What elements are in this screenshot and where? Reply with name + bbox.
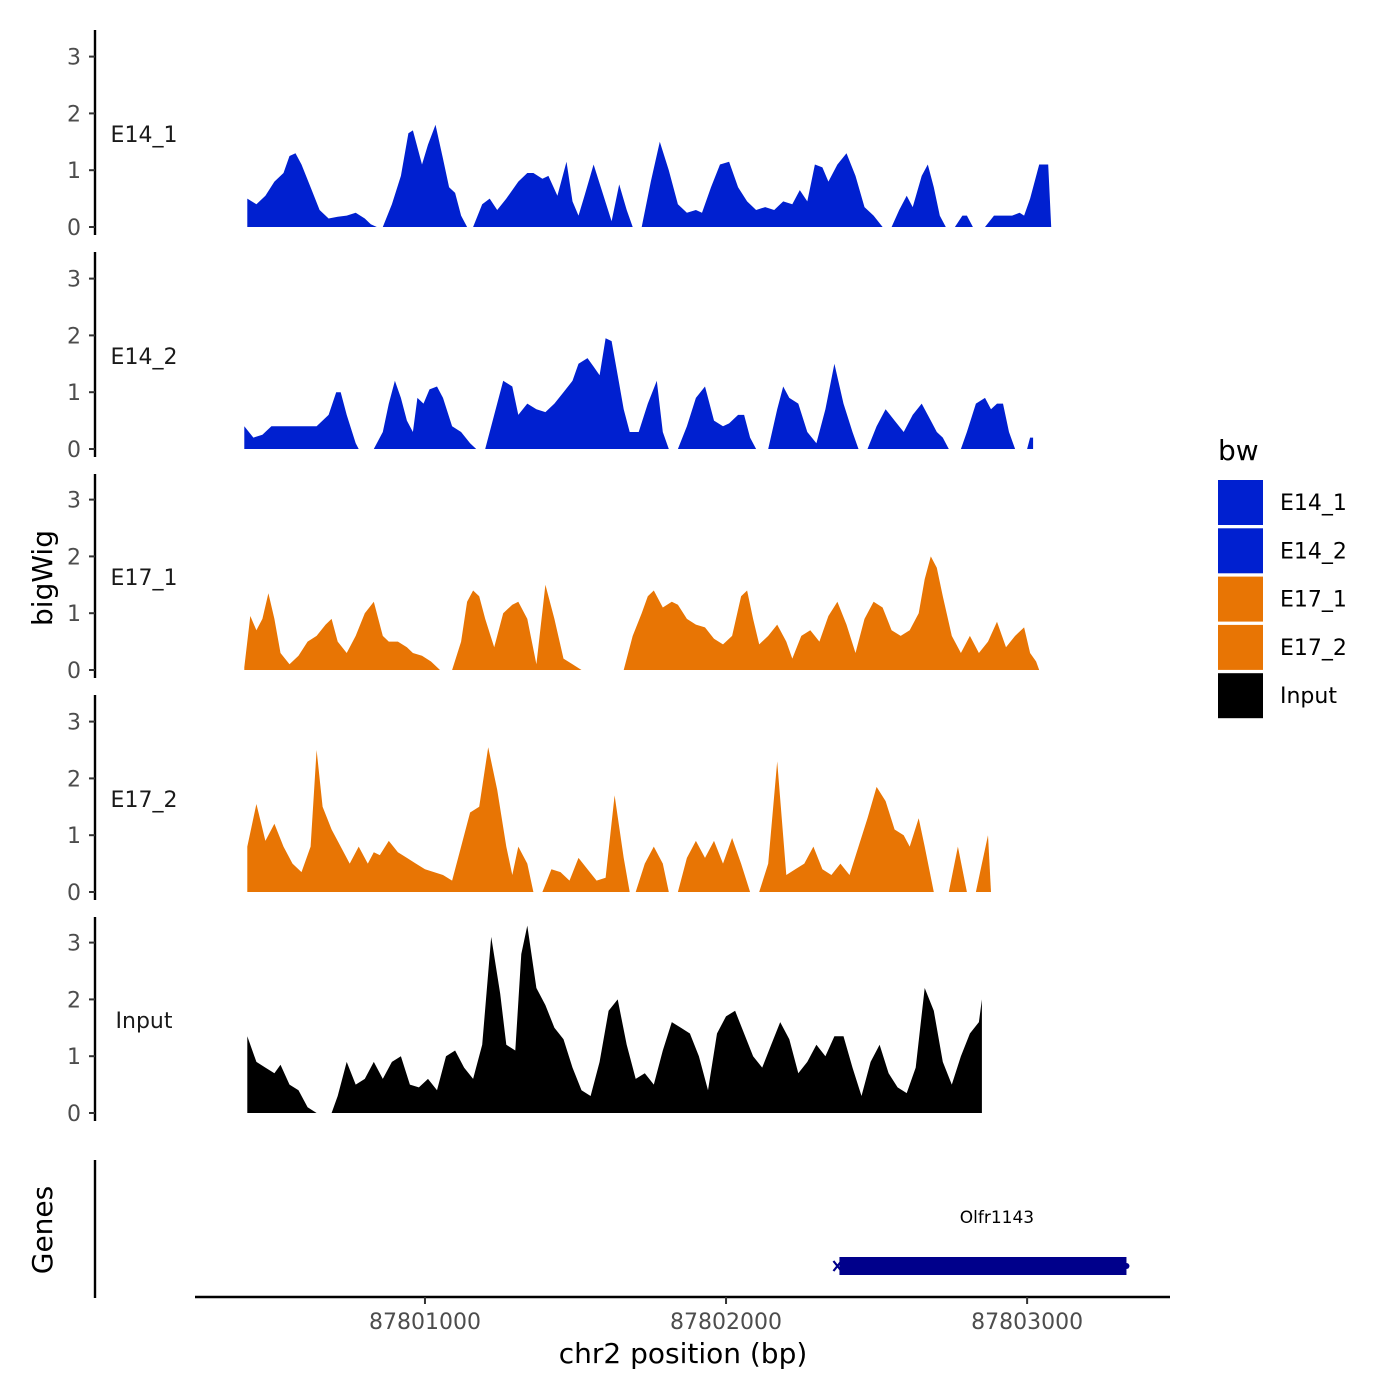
legend-swatch xyxy=(1218,480,1263,525)
y-tick-label: 0 xyxy=(67,659,81,684)
y-tick-label: 0 xyxy=(67,216,81,241)
y-tick-label: 1 xyxy=(67,381,81,406)
legend-label: Input xyxy=(1280,684,1337,709)
coverage-area-E14_2 xyxy=(1027,437,1034,449)
coverage-area-E17_1 xyxy=(244,593,440,670)
legend-label: E17_2 xyxy=(1280,636,1347,661)
coverage-area-E14_1 xyxy=(247,153,377,227)
genes-panel: Olfr1143 xyxy=(93,1160,1130,1298)
y-tick-label: 2 xyxy=(67,324,81,349)
coverage-area-E14_1 xyxy=(382,124,468,227)
coverage-area-Input xyxy=(331,925,982,1113)
legend-label: E14_1 xyxy=(1280,491,1347,516)
coverage-area-E14_2 xyxy=(244,392,359,449)
gene-end-marker xyxy=(1123,1263,1130,1269)
track-label: E17_1 xyxy=(111,566,178,591)
x-axis: 87801000 87802000 87803000 xyxy=(195,1295,1170,1335)
x-axis-title: chr2 position (bp) xyxy=(559,1337,808,1370)
y-tick-label: 3 xyxy=(67,46,81,71)
coverage-area-E17_2 xyxy=(635,846,669,892)
y-axis-title: bigWig xyxy=(26,530,59,626)
y-tick-label: 1 xyxy=(67,1045,81,1070)
y-tick-label: 0 xyxy=(67,438,81,463)
coverage-area-E14_1 xyxy=(473,161,633,227)
x-tick-label: 87801000 xyxy=(369,1310,481,1335)
coverage-area-E17_2 xyxy=(759,761,934,892)
track-label: E17_2 xyxy=(111,788,178,813)
coverage-area-E17_1 xyxy=(623,556,1040,670)
legend-label: E17_1 xyxy=(1280,588,1347,613)
y-tick-label: 2 xyxy=(67,545,81,570)
legend-item: Input xyxy=(1218,673,1337,719)
track-E14_1: 0 1 2 3 E14_1 xyxy=(67,30,1052,241)
y-tick-label: 2 xyxy=(67,988,81,1013)
y-tick-label: 0 xyxy=(67,881,81,906)
coverage-area-E17_2 xyxy=(677,838,751,892)
x-tick-label: 87802000 xyxy=(670,1310,782,1335)
y-tick-label: 3 xyxy=(67,711,81,736)
legend-item: E17_2 xyxy=(1218,624,1347,670)
track-Input: 0 1 2 3 Input xyxy=(67,917,982,1127)
y-tick-label: 1 xyxy=(67,602,81,627)
legend-swatch xyxy=(1218,673,1263,719)
tracks-group: 0 1 2 3 E14_1 0 1 2 3 E14_2 0 1 2 3 E17_1 0 1 2 3 E17_2 0 1 2 3… xyxy=(67,30,1052,1127)
coverage-area-E14_2 xyxy=(867,403,949,449)
legend: bw E14_1 E14_2 E17_1 E17_2 Input xyxy=(1218,434,1347,719)
track-E17_2: 0 1 2 3 E17_2 xyxy=(67,695,991,906)
coverage-area-E17_1 xyxy=(452,584,582,670)
y-tick-label: 1 xyxy=(67,824,81,849)
coverage-area-E14_1 xyxy=(891,164,946,227)
gene-label: Olfr1143 xyxy=(960,1208,1034,1228)
y-tick-label: 2 xyxy=(67,102,81,127)
coverage-area-E14_2 xyxy=(768,363,859,449)
coverage-area-E14_2 xyxy=(373,380,477,449)
legend-swatch xyxy=(1218,528,1263,574)
y-tick-label: 1 xyxy=(67,159,81,184)
track-E17_1: 0 1 2 3 E17_1 xyxy=(67,474,1040,684)
track-E14_2: 0 1 2 3 E14_2 xyxy=(67,252,1034,463)
gene-body xyxy=(839,1257,1127,1275)
y-tick-label: 3 xyxy=(67,932,81,957)
legend-item: E14_2 xyxy=(1218,528,1347,574)
coverage-area-E14_1 xyxy=(985,164,1052,227)
strand-marker xyxy=(832,1260,843,1272)
legend-swatch xyxy=(1218,624,1263,670)
y-tick-label: 3 xyxy=(67,268,81,293)
coverage-area-E14_1 xyxy=(641,141,883,227)
coverage-area-Input xyxy=(247,1036,317,1113)
legend-title: bw xyxy=(1218,434,1259,467)
genes-panel-title: Genes xyxy=(26,1186,59,1274)
y-tick-label: 0 xyxy=(67,1102,81,1127)
track-label: E14_1 xyxy=(111,123,178,148)
legend-label: E14_2 xyxy=(1280,539,1347,564)
coverage-area-E17_2 xyxy=(542,795,630,892)
legend-item: E17_1 xyxy=(1218,576,1347,622)
coverage-area-E17_2 xyxy=(975,835,991,892)
legend-swatch xyxy=(1218,576,1263,622)
coverage-area-E14_2 xyxy=(677,386,757,449)
track-label: Input xyxy=(116,1009,173,1034)
x-tick-label: 87803000 xyxy=(971,1310,1083,1335)
coverage-area-E17_2 xyxy=(247,747,534,892)
coverage-area-E17_2 xyxy=(948,846,967,892)
track-label: E14_2 xyxy=(111,345,178,370)
y-tick-label: 2 xyxy=(67,767,81,792)
coverage-area-E14_2 xyxy=(485,338,669,449)
coverage-area-E14_1 xyxy=(954,215,973,227)
y-tick-label: 3 xyxy=(67,489,81,514)
coverage-area-E14_2 xyxy=(960,397,1016,449)
legend-item: E14_1 xyxy=(1218,480,1347,525)
